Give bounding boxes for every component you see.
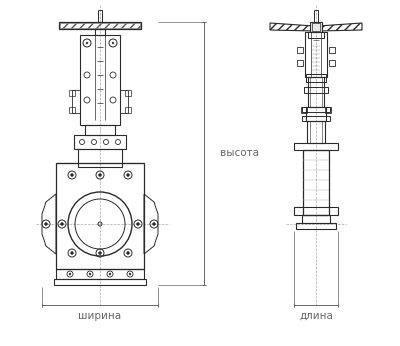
- Bar: [56, 269, 144, 279]
- Circle shape: [60, 222, 64, 226]
- Bar: [297, 60, 303, 66]
- Circle shape: [86, 42, 88, 44]
- Bar: [302, 107, 330, 112]
- Bar: [308, 77, 324, 107]
- Bar: [304, 87, 328, 93]
- Bar: [301, 107, 307, 113]
- Bar: [60, 23, 140, 28]
- Bar: [306, 74, 326, 82]
- Bar: [296, 223, 336, 229]
- Bar: [307, 121, 325, 143]
- Text: высота: высота: [220, 148, 259, 158]
- Bar: [302, 116, 330, 121]
- Circle shape: [112, 42, 114, 44]
- Text: длина: длина: [299, 311, 333, 321]
- Circle shape: [89, 273, 91, 275]
- Bar: [329, 60, 335, 66]
- Circle shape: [129, 273, 131, 275]
- Circle shape: [126, 173, 130, 176]
- Bar: [78, 149, 122, 167]
- Circle shape: [69, 273, 71, 275]
- Bar: [69, 90, 75, 96]
- Bar: [305, 32, 327, 77]
- Bar: [74, 135, 126, 149]
- Circle shape: [136, 222, 140, 226]
- Bar: [325, 107, 331, 113]
- Bar: [56, 163, 144, 269]
- Circle shape: [44, 222, 48, 226]
- Bar: [95, 29, 105, 35]
- Bar: [310, 22, 322, 32]
- Circle shape: [70, 173, 74, 176]
- Bar: [294, 143, 338, 150]
- Bar: [329, 47, 335, 53]
- Bar: [294, 207, 338, 215]
- Bar: [303, 150, 329, 215]
- Bar: [297, 47, 303, 53]
- Bar: [308, 32, 324, 38]
- Circle shape: [98, 173, 102, 176]
- Bar: [85, 125, 115, 135]
- Bar: [80, 35, 120, 125]
- Bar: [306, 107, 326, 121]
- Bar: [69, 107, 75, 113]
- Bar: [302, 215, 330, 223]
- Bar: [312, 23, 320, 31]
- Circle shape: [126, 252, 130, 255]
- Circle shape: [109, 273, 111, 275]
- Bar: [125, 90, 131, 96]
- Bar: [54, 279, 146, 285]
- Circle shape: [70, 252, 74, 255]
- Bar: [125, 107, 131, 113]
- Circle shape: [152, 222, 156, 226]
- Circle shape: [98, 252, 102, 255]
- Text: ширина: ширина: [78, 311, 122, 321]
- Bar: [59, 22, 141, 29]
